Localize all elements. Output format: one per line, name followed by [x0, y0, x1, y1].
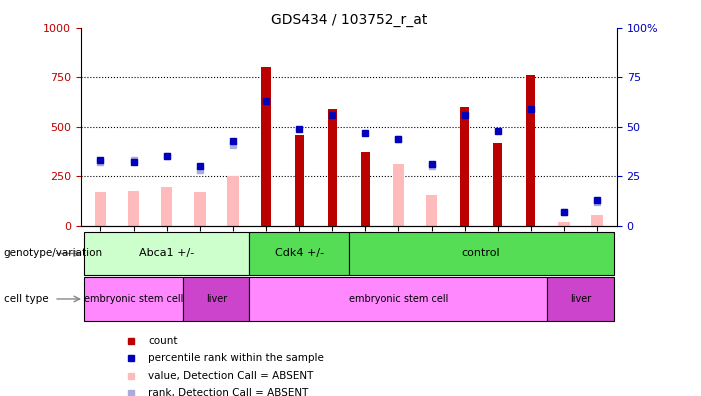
- Text: liver: liver: [205, 294, 227, 304]
- Bar: [227, 176, 238, 226]
- Bar: [183, 277, 250, 321]
- Title: GDS434 / 103752_r_at: GDS434 / 103752_r_at: [271, 13, 427, 27]
- Bar: [591, 215, 603, 226]
- Bar: [460, 107, 469, 226]
- Text: embryonic stem cell: embryonic stem cell: [84, 294, 183, 304]
- Bar: [547, 277, 613, 321]
- Bar: [393, 164, 404, 226]
- Text: liver: liver: [570, 294, 591, 304]
- Bar: [161, 187, 172, 226]
- Bar: [361, 152, 370, 226]
- Text: embryonic stem cell: embryonic stem cell: [348, 294, 448, 304]
- Bar: [250, 277, 547, 321]
- Text: cell type: cell type: [4, 294, 48, 304]
- Text: genotype/variation: genotype/variation: [4, 248, 102, 259]
- Bar: [294, 135, 304, 226]
- Bar: [128, 191, 139, 226]
- Bar: [349, 232, 613, 275]
- Bar: [526, 75, 536, 226]
- Text: percentile rank within the sample: percentile rank within the sample: [148, 353, 324, 363]
- Bar: [194, 192, 205, 226]
- Text: value, Detection Call = ABSENT: value, Detection Call = ABSENT: [148, 371, 313, 381]
- Text: count: count: [148, 336, 177, 346]
- Bar: [84, 277, 183, 321]
- Text: Cdk4 +/-: Cdk4 +/-: [275, 248, 324, 259]
- Bar: [84, 232, 250, 275]
- Text: rank, Detection Call = ABSENT: rank, Detection Call = ABSENT: [148, 388, 308, 396]
- Bar: [558, 222, 570, 226]
- Bar: [327, 109, 336, 226]
- Text: control: control: [462, 248, 501, 259]
- Bar: [261, 67, 271, 226]
- Bar: [494, 143, 502, 226]
- Text: Abca1 +/-: Abca1 +/-: [139, 248, 194, 259]
- Bar: [95, 192, 107, 226]
- Bar: [250, 232, 349, 275]
- Bar: [426, 195, 437, 226]
